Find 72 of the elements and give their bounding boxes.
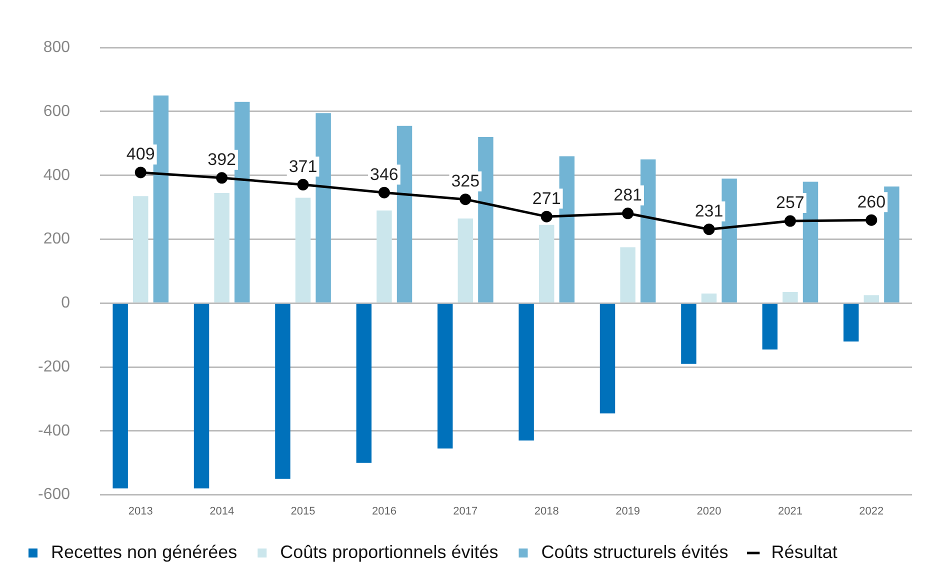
legend-label: Coûts structurels évités — [541, 542, 728, 562]
bar — [559, 156, 575, 302]
y-tick-label: -600 — [38, 486, 70, 504]
y-tick-label: 800 — [43, 39, 70, 56]
data-label: 271 — [532, 188, 561, 208]
bar — [458, 218, 474, 302]
bar — [884, 186, 900, 302]
x-tick-label: 2022 — [859, 505, 884, 518]
point — [216, 172, 228, 184]
data-label: 392 — [208, 150, 236, 170]
legend-label: Coûts proportionnels évités — [280, 542, 498, 562]
x-tick-label: 2016 — [372, 505, 396, 518]
y-tick-label: -200 — [38, 358, 70, 376]
point — [784, 215, 796, 227]
bar — [396, 126, 412, 302]
bar — [701, 294, 717, 302]
bar — [722, 178, 737, 302]
data-label: 371 — [288, 156, 318, 176]
x-tick-label: 2014 — [210, 505, 234, 518]
x-tick-label: 2019 — [616, 505, 640, 518]
data-label: 231 — [694, 202, 724, 221]
y-tick-label: -400 — [38, 422, 70, 440]
legend-label: Résultat — [771, 542, 838, 562]
x-tick-label: 2018 — [534, 505, 559, 518]
x-tick-label: 2017 — [453, 505, 478, 518]
legend-label: Recettes non générées — [51, 542, 238, 562]
bar — [214, 192, 230, 302]
bar — [112, 304, 128, 488]
bar — [782, 292, 798, 302]
data-label: 260 — [857, 192, 886, 212]
point — [540, 210, 552, 222]
bar — [194, 304, 210, 488]
point — [134, 166, 146, 178]
point — [378, 186, 390, 198]
point — [866, 214, 878, 226]
bar — [843, 304, 859, 342]
y-tick-label: 400 — [43, 166, 70, 184]
y-tick-label: 200 — [43, 230, 70, 248]
bar — [518, 304, 534, 440]
bar — [539, 224, 554, 302]
point — [622, 208, 634, 220]
bar — [295, 198, 311, 302]
x-tick-label: 2021 — [778, 505, 802, 518]
bar — [234, 102, 250, 302]
bar — [376, 210, 392, 302]
data-label: 281 — [614, 186, 642, 205]
x-tick-label: 2013 — [128, 505, 153, 518]
bar — [681, 304, 696, 364]
bar — [620, 247, 636, 302]
bar — [864, 295, 880, 302]
point — [460, 194, 472, 206]
x-tick-label: 2020 — [696, 505, 722, 518]
bar — [316, 113, 331, 302]
bar — [133, 196, 148, 302]
data-label: 257 — [776, 193, 804, 212]
bar — [438, 304, 453, 448]
bar — [640, 159, 656, 302]
data-label: 325 — [451, 172, 480, 191]
bar — [762, 304, 778, 350]
x-tick-label: 2015 — [290, 505, 316, 518]
y-tick-label: 600 — [43, 102, 70, 120]
data-label: 346 — [370, 164, 398, 184]
data-label: 409 — [126, 144, 155, 164]
y-tick-label: 0 — [61, 294, 70, 312]
point — [703, 224, 715, 236]
point — [297, 178, 309, 190]
bar — [153, 96, 169, 302]
bar — [275, 304, 290, 479]
bar — [600, 304, 616, 414]
bar — [356, 304, 372, 463]
bar — [802, 182, 818, 302]
bar — [478, 137, 494, 302]
